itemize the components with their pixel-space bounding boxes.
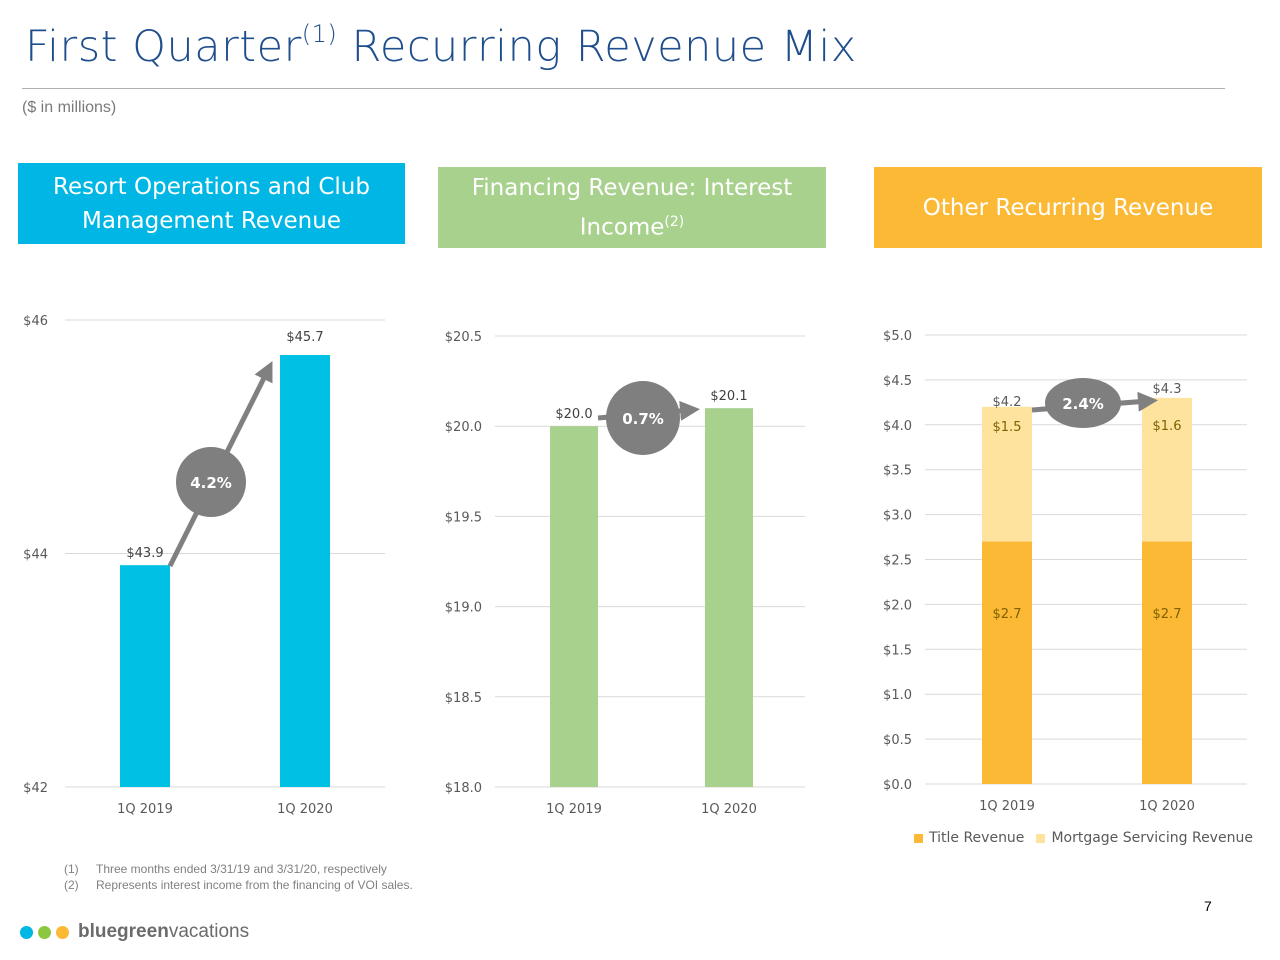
title-text-rest: Recurring Revenue Mix (337, 22, 857, 72)
y-tick-label: $2.5 (883, 554, 912, 569)
panel-header-other-recurring: Other Recurring Revenue (874, 167, 1262, 248)
y-tick-label: $20.0 (445, 420, 482, 435)
x-tick-label: 1Q 2020 (1139, 799, 1195, 814)
y-tick-label: $46 (23, 314, 48, 329)
y-tick-label: $19.5 (445, 510, 482, 525)
legend-label-mortgage: Mortgage Servicing Revenue (1051, 830, 1253, 846)
y-tick-label: $0.5 (883, 733, 912, 748)
footnote-text: Three months ended 3/31/19 and 3/31/20, … (96, 862, 387, 876)
y-tick-label: $20.5 (445, 330, 482, 345)
y-tick-label: $4.0 (883, 419, 912, 434)
panel-title: Other Recurring Revenue (922, 194, 1214, 221)
data-label: $20.1 (710, 389, 747, 404)
logo-text-bold: bluegreen (78, 921, 169, 942)
y-tick-label: $0.0 (883, 778, 912, 793)
panel-title: Resort Operations and Club Management Re… (53, 173, 370, 234)
panel-header-resort-operations: Resort Operations and Club Management Re… (18, 163, 405, 244)
total-label: $4.2 (993, 395, 1022, 410)
title-text: First Quarter (25, 22, 302, 72)
logo-dot-blue (20, 925, 33, 939)
legend-swatch-title (914, 833, 923, 843)
bar (550, 426, 598, 787)
title-footnote-ref: (1) (301, 19, 338, 48)
segment-label: $2.7 (1153, 607, 1182, 622)
y-tick-label: $19.0 (445, 601, 482, 616)
y-tick-label: $18.0 (445, 781, 482, 796)
y-tick-label: $3.0 (883, 509, 912, 524)
footnote-num: (1) (64, 862, 79, 876)
x-tick-label: 1Q 2020 (701, 802, 757, 817)
x-tick-label: 1Q 2020 (277, 802, 333, 817)
x-tick-label: 1Q 2019 (117, 802, 173, 817)
footnote-num: (2) (64, 878, 79, 892)
data-label: $20.0 (555, 407, 592, 422)
y-tick-label: $3.5 (883, 464, 912, 479)
growth-badge (606, 381, 680, 455)
growth-badge (1045, 378, 1121, 428)
footnote-1: (1) Three months ended 3/31/19 and 3/31/2… (64, 862, 387, 876)
logo-dot-orange (56, 925, 69, 939)
y-tick-label: $2.0 (883, 598, 912, 613)
segment-label: $1.6 (1153, 419, 1182, 434)
page-title: First Quarter(1) Recurring Revenue Mix (25, 19, 857, 72)
y-tick-label: $1.5 (883, 643, 912, 658)
panel-header-financing: Financing Revenue: Interest Income(2) (438, 167, 826, 248)
growth-badge (176, 447, 246, 517)
bar-segment (982, 406, 1032, 542)
data-label: $43.9 (126, 546, 163, 561)
y-tick-label: $5.0 (883, 329, 912, 344)
bar (120, 565, 170, 787)
bar (705, 408, 753, 787)
page-number: 7 (1204, 898, 1212, 914)
footnote-text: Represents interest income from the fina… (96, 878, 413, 892)
legend-label-title: Title Revenue (929, 830, 1025, 846)
title-divider (22, 88, 1225, 89)
x-tick-label: 1Q 2019 (546, 802, 602, 817)
y-tick-label: $44 (23, 548, 48, 563)
y-tick-label: $42 (23, 781, 48, 796)
bluegreen-logo: bluegreenvacations (20, 921, 249, 943)
y-tick-label: $18.5 (445, 691, 482, 706)
y-tick-label: $4.5 (883, 374, 912, 389)
segment-label: $2.7 (993, 607, 1022, 622)
x-tick-label: 1Q 2019 (979, 799, 1035, 814)
legend-swatch-mortgage (1036, 833, 1046, 843)
bar-segment (1142, 397, 1192, 542)
bar-segment (1142, 541, 1192, 784)
units-note: ($ in millions) (22, 99, 117, 116)
logo-dot-green (38, 925, 51, 939)
growth-badge-text: 0.7% (622, 410, 664, 428)
growth-badge-text: 4.2% (190, 474, 232, 492)
panel-footnote-ref: (2) (664, 213, 685, 230)
bar (280, 355, 330, 787)
bar-segment (982, 541, 1032, 784)
logo-text-light: vacations (168, 921, 250, 942)
growth-badge-text: 2.4% (1062, 395, 1104, 413)
y-tick-label: $1.0 (883, 688, 912, 703)
panel-title: Financing Revenue: Interest Income (471, 174, 793, 241)
footnote-2: (2) Represents interest income from the f… (64, 878, 413, 892)
segment-label: $1.5 (993, 420, 1022, 435)
data-label: $45.7 (286, 330, 323, 345)
logo-wordmark: bluegreenvacations (78, 921, 249, 943)
total-label: $4.3 (1153, 382, 1182, 397)
chart3-legend: Title Revenue Mortgage Servicing Revenue (914, 830, 1253, 846)
